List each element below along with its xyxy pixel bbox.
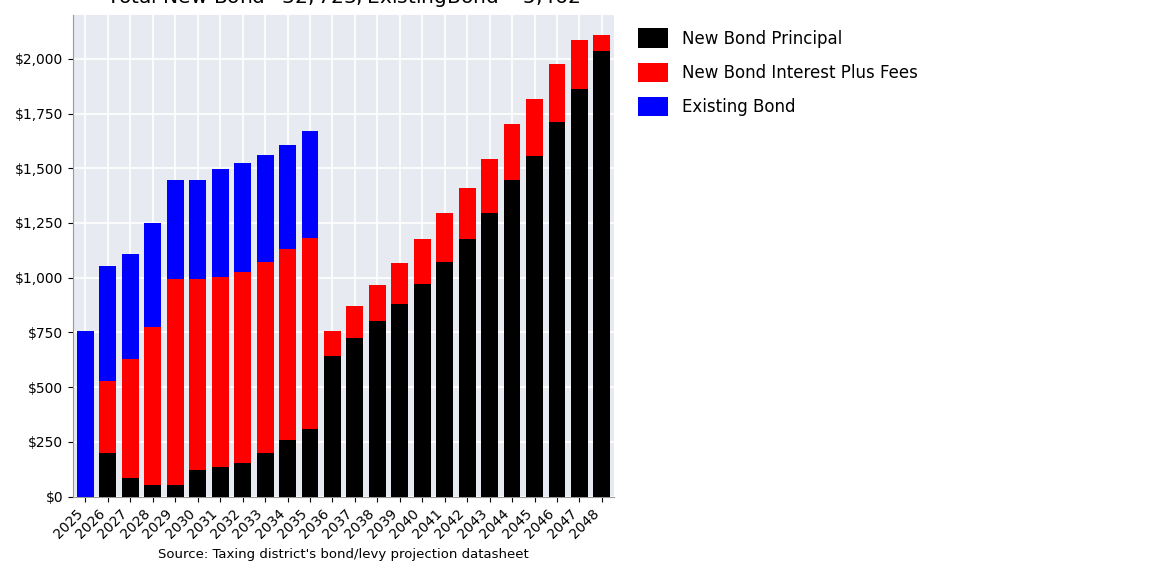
Bar — [414, 240, 431, 285]
Bar — [189, 180, 206, 279]
Bar — [279, 439, 296, 497]
Bar — [548, 65, 566, 122]
Bar — [593, 35, 611, 51]
Bar — [302, 429, 318, 497]
Bar — [99, 381, 116, 453]
Bar — [167, 279, 183, 484]
Bar — [593, 51, 611, 497]
Bar — [437, 213, 453, 262]
Bar — [369, 321, 386, 497]
Bar — [548, 122, 566, 497]
Bar — [503, 124, 521, 180]
Bar — [212, 467, 228, 497]
Bar — [234, 463, 251, 497]
Bar — [437, 262, 453, 497]
Bar — [212, 169, 228, 276]
Bar — [279, 145, 296, 249]
Bar — [257, 262, 273, 453]
Bar — [347, 338, 363, 497]
Bar — [257, 155, 273, 262]
Bar — [257, 453, 273, 497]
Bar — [503, 180, 521, 497]
Bar — [167, 484, 183, 497]
Bar — [458, 240, 476, 497]
Bar — [526, 156, 543, 497]
Bar — [279, 249, 296, 439]
Bar — [77, 331, 93, 497]
Bar — [414, 285, 431, 497]
Bar — [122, 359, 138, 478]
Bar — [324, 331, 341, 357]
Bar — [122, 253, 138, 359]
Bar — [302, 238, 318, 429]
Bar — [212, 276, 228, 467]
Bar — [234, 272, 251, 463]
Bar — [571, 89, 588, 497]
Bar — [369, 285, 386, 321]
Legend: New Bond Principal, New Bond Interest Plus Fees, Existing Bond: New Bond Principal, New Bond Interest Pl… — [634, 24, 923, 121]
Bar — [571, 40, 588, 89]
Bar — [144, 484, 161, 497]
X-axis label: Source: Taxing district's bond/levy projection datasheet: Source: Taxing district's bond/levy proj… — [158, 548, 529, 561]
Bar — [144, 223, 161, 327]
Bar — [347, 306, 363, 338]
Bar — [189, 279, 206, 471]
Bar — [324, 357, 341, 497]
Bar — [482, 213, 498, 497]
Bar — [99, 266, 116, 381]
Bar — [302, 131, 318, 238]
Text: Lake Stevens SD Example Parcel Bond Payments
Property Taxes to be Collected
For : Lake Stevens SD Example Parcel Bond Paym… — [88, 0, 599, 9]
Bar — [99, 453, 116, 497]
Bar — [234, 163, 251, 272]
Bar — [458, 188, 476, 240]
Bar — [167, 180, 183, 279]
Bar — [392, 304, 408, 497]
Bar — [189, 471, 206, 497]
Bar — [392, 263, 408, 304]
Bar — [144, 327, 161, 484]
Bar — [482, 160, 498, 213]
Bar — [122, 478, 138, 497]
Bar — [526, 99, 543, 156]
